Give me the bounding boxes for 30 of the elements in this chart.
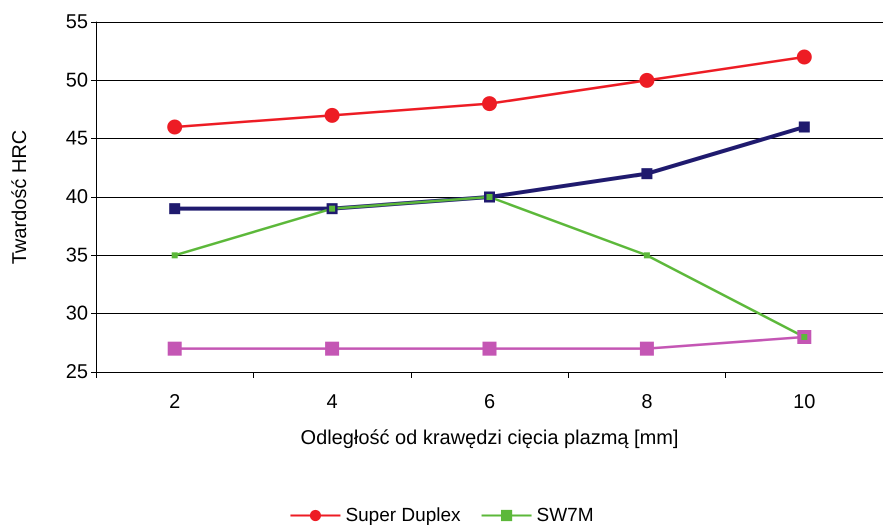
x-tick-label: 10 xyxy=(793,391,816,413)
legend-label: SW7M xyxy=(536,505,594,526)
x-tick-label: 8 xyxy=(641,391,652,413)
y-tick-label: 45 xyxy=(66,128,88,150)
x-tick-label: 4 xyxy=(326,391,338,413)
point xyxy=(640,342,654,356)
y-axis-title: Twardość HRC xyxy=(9,130,31,264)
point xyxy=(641,168,652,180)
y-tick-label: 55 xyxy=(66,11,88,33)
x-tick-label: 2 xyxy=(169,391,180,413)
point xyxy=(172,252,178,258)
x-axis-title: Odległość od krawędzi cięcia plazmą [mm] xyxy=(300,427,678,449)
point xyxy=(639,72,654,88)
y-tick-label: 25 xyxy=(66,361,88,383)
point xyxy=(482,96,497,112)
y-tick-label: 35 xyxy=(66,244,88,266)
point xyxy=(644,252,650,258)
point xyxy=(169,203,180,214)
x-tick-label: 6 xyxy=(484,391,496,413)
point xyxy=(325,342,340,356)
point xyxy=(482,342,496,356)
point xyxy=(168,342,182,356)
point xyxy=(324,108,340,123)
point xyxy=(796,50,812,64)
point xyxy=(798,122,810,132)
legend-label: Super Duplex xyxy=(345,505,462,526)
y-tick-label: 40 xyxy=(66,186,88,208)
point xyxy=(167,120,182,134)
y-tick-label: 50 xyxy=(66,69,88,92)
y-tick-label: 30 xyxy=(66,302,88,325)
